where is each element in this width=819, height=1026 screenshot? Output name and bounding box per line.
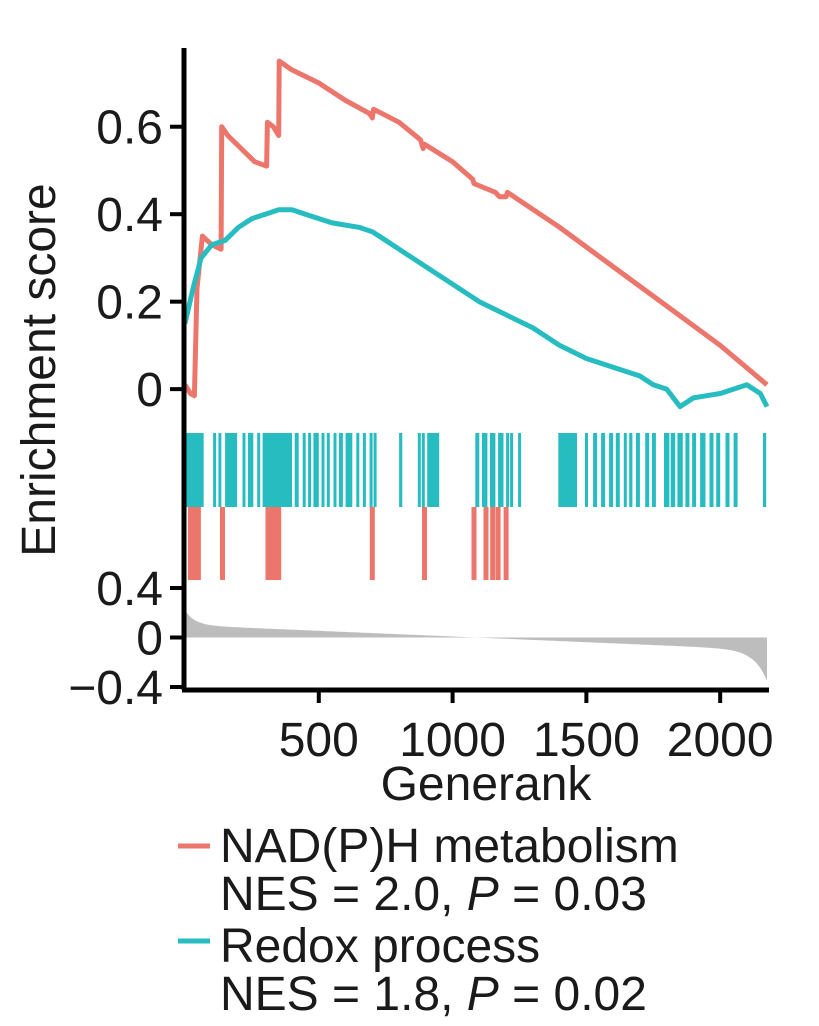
y-axis-title: Enrichment score [13, 183, 66, 556]
redox-hit-bar [733, 433, 738, 507]
legend-stats-redox: NES = 1.8, P = 0.02 [220, 968, 647, 1021]
nadph-hit-bar [471, 507, 477, 580]
nadph-hit-bar [191, 507, 197, 580]
redox-hit-bar [709, 433, 714, 507]
nadph-hit-bar [503, 507, 509, 580]
redox-hit-bar [609, 433, 614, 507]
y-tick-label: 0 [136, 364, 163, 417]
redox-hit-bar [677, 433, 683, 507]
redox-hit-bar [333, 433, 337, 507]
redox-hit-bar [601, 433, 606, 507]
redox-hit-bar [558, 433, 577, 507]
x-tick-label: 1000 [399, 714, 506, 767]
redox-hit-bar [185, 433, 204, 507]
redox-hit-bar [262, 433, 292, 507]
redox-hit-bar [585, 433, 588, 507]
redox-hit-bar [302, 433, 306, 507]
redox-hit-bar [421, 433, 425, 507]
redox-hit-bar [213, 433, 217, 507]
redox-hit-bar [345, 433, 353, 507]
redox-hit-bar [651, 433, 656, 507]
y-tick-label: 0.6 [96, 102, 163, 155]
nadph-hit-bar [495, 507, 501, 580]
redox-hit-bar [763, 433, 767, 507]
redox-hit-bar [427, 433, 440, 507]
redox-hit-bar [225, 433, 238, 507]
redox-hit-bar [685, 433, 690, 507]
legend-stats-nadph: NES = 2.0, P = 0.03 [220, 868, 647, 921]
redox-hit-bar [369, 433, 373, 507]
redox-hit-bar [373, 433, 377, 507]
redox-hit-bar [321, 433, 325, 507]
nadph-hit-bar [265, 507, 271, 580]
redox-hit-bar [362, 433, 366, 507]
enrichment-curve-redox [182, 207, 770, 410]
redox-hit-bar [725, 433, 730, 507]
redox-hit-bar [308, 433, 312, 507]
legend-label-redox: Redox process [220, 920, 540, 973]
nadph-hit-bars [187, 507, 509, 580]
redox-hit-bar [664, 433, 670, 507]
enrichment-curves [182, 58, 770, 410]
redox-hit-bar [518, 433, 522, 507]
nadph-hit-bar [268, 507, 274, 580]
legend-label-nadph: NAD(P)H metabolism [220, 820, 679, 873]
redox-hit-bar [692, 433, 697, 507]
redox-hit-bar [593, 433, 598, 507]
redox-hit-bar [356, 433, 360, 507]
redox-hit-bar [257, 433, 261, 507]
nadph-hit-bar [422, 507, 427, 580]
redox-hit-bar [338, 433, 343, 507]
redox-hit-bar [247, 433, 254, 507]
nadph-hit-bar [369, 507, 375, 580]
nadph-hit-bar [195, 507, 201, 580]
redox-hit-bar [670, 433, 676, 507]
rank-tick-label: 0 [136, 613, 163, 666]
redox-hit-bars [185, 433, 767, 507]
redox-hit-bar [417, 433, 421, 507]
redox-hit-bar [326, 433, 330, 507]
x-tick-label: 2000 [667, 714, 774, 767]
rank-tick-label: −0.4 [68, 662, 163, 715]
nadph-hit-bar [220, 507, 225, 580]
redox-hit-bar [635, 433, 640, 507]
legend: NAD(P)H metabolism NES = 2.0, P = 0.03 R… [178, 820, 679, 1021]
redox-hit-bar [313, 433, 319, 507]
x-axis-ticks: 500 1000 1500 2000 [279, 690, 774, 767]
redox-hit-bar [242, 433, 246, 507]
nadph-hit-bar [272, 507, 278, 580]
x-axis-title: Generank [381, 758, 593, 811]
nadph-hit-bar [483, 507, 489, 580]
redox-hit-bar [700, 433, 706, 507]
rank-axis-ticks: 0.40−0.4 [68, 563, 184, 715]
redox-hit-bar [506, 433, 510, 507]
redox-hit-bar [482, 433, 488, 507]
nadph-hit-bar [490, 507, 496, 580]
redox-hit-bar [294, 433, 299, 507]
y-tick-label: 0.4 [96, 189, 163, 242]
y-tick-label: 0.2 [96, 277, 163, 330]
enrichment-curve-nadph [182, 58, 769, 399]
ranked-metric-area [185, 610, 767, 681]
redox-hit-bar [475, 433, 480, 507]
redox-hit-bar [615, 433, 620, 507]
nadph-hit-bar [187, 507, 193, 580]
redox-hit-bar [399, 433, 403, 507]
redox-hit-bar [510, 433, 514, 507]
redox-hit-bar [645, 433, 650, 507]
redox-hit-bar [623, 433, 627, 507]
redox-hit-bar [498, 433, 504, 507]
rank-tick-label: 0.4 [96, 563, 163, 616]
redox-hit-bar [490, 433, 496, 507]
redox-hit-bar [629, 433, 633, 507]
redox-hit-bar [218, 433, 222, 507]
redox-hit-bar [716, 433, 721, 507]
x-tick-label: 500 [279, 714, 359, 767]
x-tick-label: 1500 [533, 714, 640, 767]
nadph-hit-bar [276, 507, 282, 580]
y-axis-ticks: 0 0.2 0.4 0.6 [96, 102, 184, 417]
